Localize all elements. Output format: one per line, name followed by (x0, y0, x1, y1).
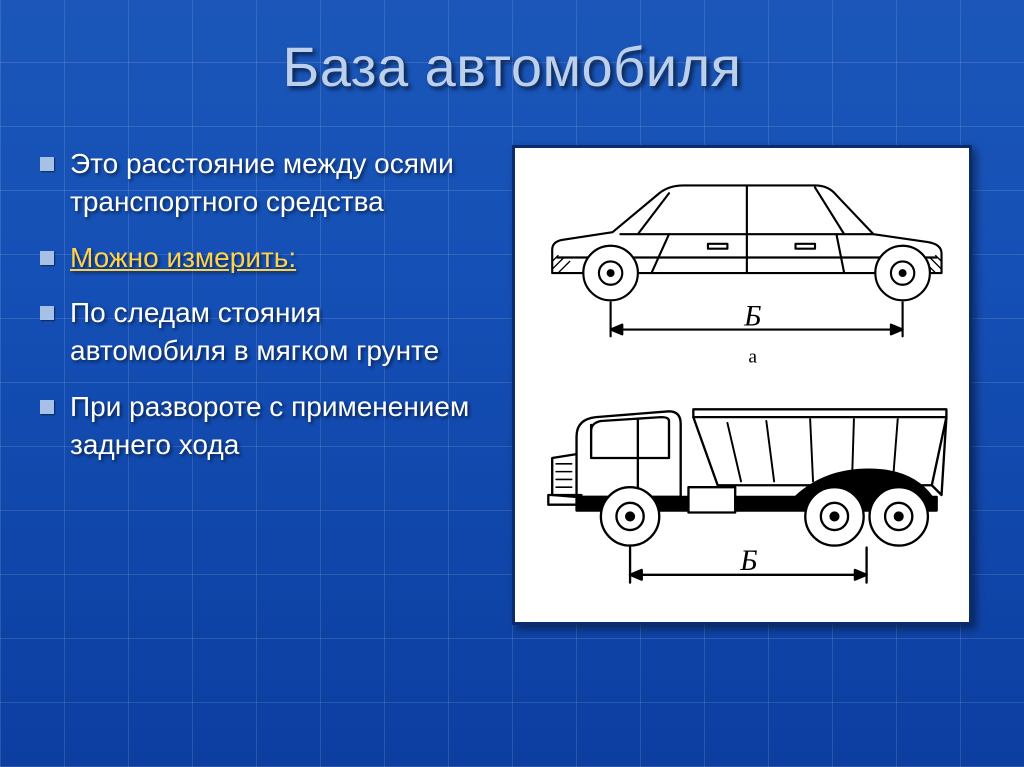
bullet-text: Это расстояние между осями транспортного… (70, 145, 470, 221)
bullet-text: Можно измерить: (70, 239, 296, 277)
sub-label-a: а (748, 347, 757, 368)
figure-panel: Б а (500, 145, 984, 625)
bullet-marker-icon (40, 251, 54, 265)
bullet-text: По следам стояния автомобиля в мягком гр… (70, 294, 470, 370)
bullet-item: При развороте с применением заднего хода (40, 388, 470, 464)
bullet-marker-icon (40, 306, 54, 320)
dimension-label: Б (743, 301, 761, 333)
slide-body: Это расстояние между осями транспортного… (0, 99, 1024, 625)
slide-title: База автомобиля (0, 0, 1024, 99)
bullet-item: Можно измерить: (40, 239, 470, 277)
slide: База автомобиля Это расстояние между ося… (0, 0, 1024, 767)
bullet-marker-icon (40, 157, 54, 171)
bullet-item: По следам стояния автомобиля в мягком гр… (40, 294, 470, 370)
bullet-marker-icon (40, 400, 54, 414)
bullet-list: Это расстояние между осями транспортного… (40, 145, 470, 625)
bullet-text: При развороте с применением заднего хода (70, 388, 470, 464)
dimension-label: Б (739, 545, 757, 577)
figure-frame: Б а (512, 145, 972, 625)
vehicle-diagram: Б а (523, 156, 961, 614)
bullet-item: Это расстояние между осями транспортного… (40, 145, 470, 221)
